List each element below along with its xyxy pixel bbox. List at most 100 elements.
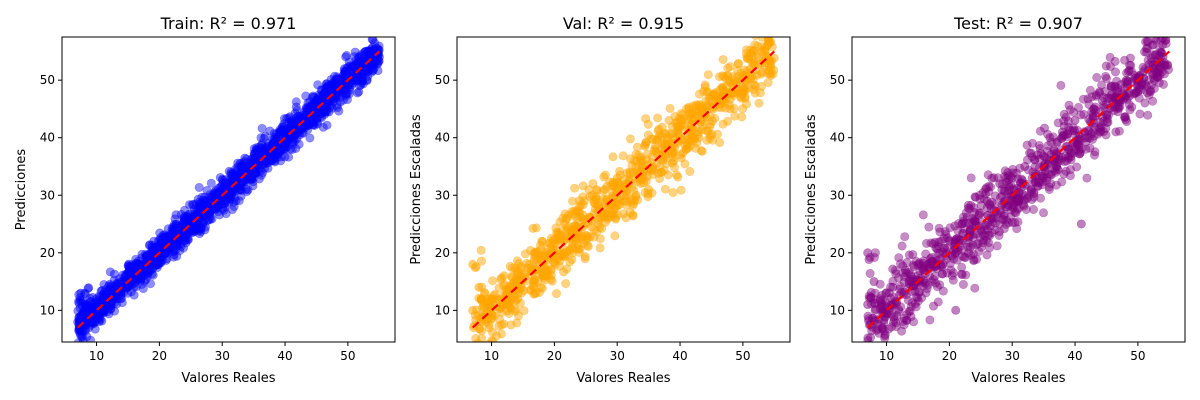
scatter-marker	[728, 72, 738, 82]
scatter-marker	[97, 316, 107, 326]
scatter-marker	[477, 334, 487, 342]
scatter-marker	[364, 46, 374, 56]
scatter-marker	[331, 79, 341, 89]
data-point	[625, 167, 635, 177]
data-point	[311, 98, 321, 108]
scatter-marker	[1118, 95, 1128, 105]
scatter-marker	[637, 161, 647, 171]
data-point	[568, 225, 578, 235]
scatter-marker	[628, 199, 638, 209]
scatter-marker	[505, 282, 515, 292]
scatter-marker	[594, 201, 604, 211]
data-point	[606, 208, 616, 218]
scatter-marker	[86, 297, 96, 307]
data-point	[537, 236, 547, 246]
scatter-marker	[733, 71, 743, 81]
scatter-marker	[171, 223, 181, 233]
scatter-marker	[569, 206, 579, 216]
data-point	[267, 139, 277, 149]
scatter-marker	[212, 204, 222, 214]
scatter-marker	[582, 241, 592, 251]
scatter-marker	[253, 151, 263, 161]
scatter-marker	[328, 96, 338, 106]
data-point	[173, 236, 183, 246]
scatter-marker	[150, 242, 160, 252]
scatter-marker	[925, 258, 935, 268]
scatter-marker	[1000, 166, 1010, 176]
scatter-marker	[535, 253, 545, 263]
scatter-marker	[897, 241, 907, 251]
scatter-marker	[489, 311, 499, 321]
scatter-marker	[596, 213, 606, 223]
scatter-marker	[1074, 140, 1084, 150]
scatter-marker	[968, 217, 978, 227]
scatter-marker	[168, 226, 178, 236]
scatter-marker	[342, 95, 352, 105]
scatter-marker	[589, 225, 599, 235]
scatter-marker	[1077, 143, 1087, 153]
scatter-marker	[1165, 28, 1173, 36]
data-point	[750, 81, 760, 91]
scatter-marker	[690, 134, 700, 144]
x-tick-label: 50	[735, 349, 750, 363]
data-point	[129, 265, 139, 275]
scatter-marker	[147, 243, 157, 253]
data-point	[681, 144, 691, 154]
scatter-marker	[935, 227, 945, 237]
scatter-marker	[243, 185, 253, 195]
scatter-marker	[1070, 126, 1080, 136]
scatter-marker	[229, 201, 239, 211]
scatter-marker	[193, 205, 203, 215]
scatter-marker	[1022, 194, 1032, 204]
scatter-marker	[328, 83, 338, 93]
scatter-marker	[152, 257, 162, 267]
scatter-marker	[317, 106, 327, 116]
scatter-marker	[176, 234, 186, 244]
scatter-marker	[367, 46, 377, 56]
scatter-marker	[143, 267, 153, 277]
scatter-marker	[874, 328, 884, 338]
scatter-marker	[309, 92, 319, 102]
scatter-marker	[599, 172, 609, 182]
scatter-marker	[195, 202, 205, 212]
scatter-marker	[987, 228, 997, 238]
scatter-marker	[708, 135, 718, 145]
scatter-marker	[95, 315, 105, 325]
scatter-marker	[250, 149, 260, 159]
scatter-marker	[996, 208, 1006, 218]
scatter-marker	[506, 293, 516, 303]
scatter-marker	[1122, 94, 1132, 104]
scatter-marker	[1014, 203, 1024, 213]
scatter-marker	[170, 214, 180, 224]
scatter-marker	[598, 209, 608, 219]
scatter-marker	[103, 307, 113, 317]
scatter-marker	[294, 139, 304, 149]
scatter-marker	[754, 52, 764, 62]
scatter-marker	[137, 249, 147, 259]
scatter-marker	[139, 268, 149, 278]
data-point	[205, 208, 215, 218]
scatter-marker	[877, 324, 887, 334]
scatter-marker	[354, 53, 364, 63]
scatter-marker	[880, 309, 890, 319]
scatter-marker	[240, 177, 250, 187]
data-point	[669, 156, 679, 166]
scatter-marker	[291, 128, 301, 138]
scatter-marker	[1004, 175, 1014, 185]
scatter-marker	[505, 303, 515, 313]
scatter-marker	[1111, 67, 1121, 77]
scatter-marker	[260, 159, 270, 169]
scatter-marker	[522, 258, 532, 268]
scatter-marker	[280, 144, 290, 154]
scatter-marker	[904, 250, 914, 260]
scatter-marker	[968, 240, 978, 250]
scatter-marker	[188, 227, 198, 237]
scatter-marker	[154, 258, 164, 268]
scatter-marker	[750, 88, 760, 98]
scatter-marker	[366, 44, 376, 54]
scatter-marker	[655, 162, 665, 172]
scatter-marker	[309, 101, 319, 111]
scatter-marker	[88, 292, 98, 302]
scatter-marker	[619, 182, 629, 192]
scatter-marker	[369, 45, 379, 55]
